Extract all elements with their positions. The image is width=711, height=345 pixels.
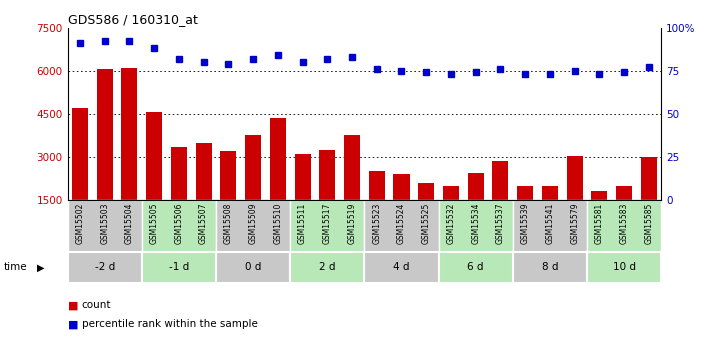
Text: 10 d: 10 d <box>613 263 636 272</box>
Bar <box>294 154 311 243</box>
Bar <box>592 191 607 243</box>
Bar <box>220 151 236 243</box>
Bar <box>443 186 459 243</box>
Bar <box>439 200 513 252</box>
Bar <box>290 252 364 283</box>
Text: GSM15525: GSM15525 <box>422 203 431 244</box>
Text: ■: ■ <box>68 319 78 329</box>
Text: GSM15537: GSM15537 <box>496 203 505 244</box>
Text: ▶: ▶ <box>37 263 45 272</box>
Text: GSM15517: GSM15517 <box>323 203 332 244</box>
Bar <box>269 118 286 243</box>
Text: GDS586 / 160310_at: GDS586 / 160310_at <box>68 13 198 27</box>
Bar <box>344 136 360 243</box>
Bar <box>513 200 587 252</box>
Bar <box>196 142 212 243</box>
Text: GSM15532: GSM15532 <box>447 203 456 244</box>
Text: GSM15585: GSM15585 <box>644 203 653 244</box>
Bar <box>245 136 261 243</box>
Text: GSM15524: GSM15524 <box>397 203 406 244</box>
Text: GSM15583: GSM15583 <box>619 203 629 244</box>
Bar <box>369 171 385 243</box>
Text: GSM15503: GSM15503 <box>100 203 109 244</box>
Bar <box>616 186 632 243</box>
Bar <box>216 200 290 252</box>
Text: -1 d: -1 d <box>169 263 189 272</box>
Text: GSM15510: GSM15510 <box>273 203 282 244</box>
Bar <box>468 173 483 243</box>
Text: GSM15523: GSM15523 <box>373 203 381 244</box>
Text: GSM15579: GSM15579 <box>570 203 579 244</box>
Bar <box>171 147 187 243</box>
Text: GSM15509: GSM15509 <box>249 203 257 244</box>
Text: 0 d: 0 d <box>245 263 261 272</box>
Text: GSM15511: GSM15511 <box>298 203 307 244</box>
Bar <box>141 252 216 283</box>
Bar <box>72 108 88 243</box>
Bar <box>364 252 439 283</box>
Text: ■: ■ <box>68 300 78 310</box>
Bar <box>587 200 661 252</box>
Text: -2 d: -2 d <box>95 263 114 272</box>
Bar <box>290 200 364 252</box>
Bar <box>439 252 513 283</box>
Bar <box>68 252 141 283</box>
Bar <box>587 252 661 283</box>
Bar <box>418 183 434 243</box>
Bar <box>97 69 112 243</box>
Text: GSM15504: GSM15504 <box>125 203 134 244</box>
Text: GSM15541: GSM15541 <box>545 203 555 244</box>
Text: GSM15534: GSM15534 <box>471 203 480 244</box>
Bar <box>567 156 583 243</box>
Bar <box>393 174 410 243</box>
Text: GSM15539: GSM15539 <box>520 203 530 244</box>
Bar <box>216 252 290 283</box>
Text: GSM15581: GSM15581 <box>595 203 604 244</box>
Bar <box>122 68 137 243</box>
Text: GSM15508: GSM15508 <box>224 203 232 244</box>
Text: 2 d: 2 d <box>319 263 336 272</box>
Bar <box>364 200 439 252</box>
Text: GSM15502: GSM15502 <box>75 203 85 244</box>
Text: 8 d: 8 d <box>542 263 558 272</box>
Text: GSM15507: GSM15507 <box>199 203 208 244</box>
Bar <box>141 200 216 252</box>
Bar <box>493 161 508 243</box>
Text: GSM15519: GSM15519 <box>348 203 356 244</box>
Bar <box>517 186 533 243</box>
Text: percentile rank within the sample: percentile rank within the sample <box>82 319 257 329</box>
Bar <box>641 157 657 243</box>
Text: GSM15505: GSM15505 <box>149 203 159 244</box>
Text: 6 d: 6 d <box>467 263 484 272</box>
Text: time: time <box>4 263 27 272</box>
Bar <box>68 200 141 252</box>
Text: 4 d: 4 d <box>393 263 410 272</box>
Bar <box>146 112 162 243</box>
Bar <box>542 186 558 243</box>
Text: GSM15506: GSM15506 <box>174 203 183 244</box>
Bar <box>319 150 336 243</box>
Bar <box>513 252 587 283</box>
Text: count: count <box>82 300 111 310</box>
